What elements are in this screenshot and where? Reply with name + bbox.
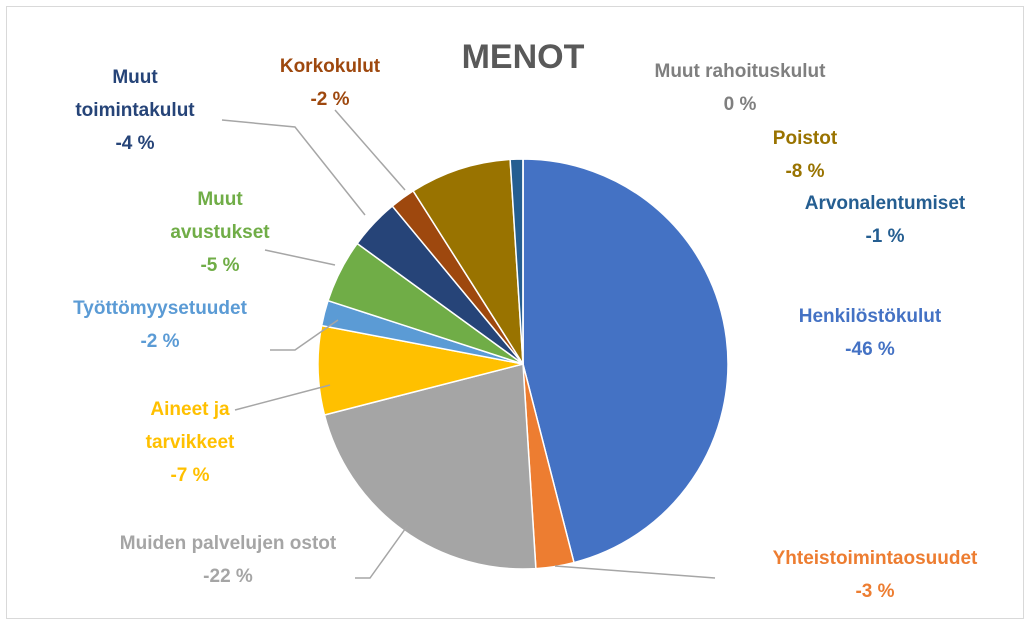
data-label: Muut rahoituskulut 0 % <box>600 55 880 121</box>
label-name: Muut rahoituskulut <box>654 61 826 82</box>
data-label: Muut avustukset -5 % <box>155 183 285 282</box>
label-name: Henkilöstökulut <box>798 306 942 327</box>
leader-line <box>554 565 716 579</box>
label-name: Poistot <box>772 128 838 149</box>
label-value: 0 % <box>723 94 757 115</box>
label-value: -3 % <box>855 581 895 602</box>
label-value: -22 % <box>203 566 253 587</box>
label-value: -1 % <box>865 226 905 247</box>
pie-slice <box>522 158 729 564</box>
leader-line <box>221 119 366 216</box>
chart-title: MENOT <box>461 38 585 76</box>
data-label: Muiden palvelujen ostot -22 % <box>68 527 388 593</box>
label-value: -5 % <box>200 255 240 276</box>
data-label: Korkokulut -2 % <box>230 50 430 116</box>
label-name: Korkokulut <box>279 56 381 77</box>
label-value: -2 % <box>310 89 350 110</box>
data-label: Arvonalentumiset -1 % <box>755 187 1015 253</box>
leader-line <box>334 109 406 191</box>
leader-line <box>270 319 339 351</box>
data-label: Työttömyysetuudet -2 % <box>30 292 290 358</box>
label-value: -8 % <box>785 161 825 182</box>
label-name: Muut avustukset <box>170 189 270 243</box>
data-label: Henkilöstökulut -46 % <box>740 300 1000 366</box>
label-value: -7 % <box>170 465 210 486</box>
label-value: -46 % <box>845 339 895 360</box>
leader-line <box>234 384 331 411</box>
pie-slice <box>323 363 537 570</box>
data-label: Muut toimintakulut -4 % <box>60 61 210 160</box>
data-label: Poistot -8 % <box>725 122 885 188</box>
data-label: Yhteistoimintaosuudet -3 % <box>725 542 1025 608</box>
label-value: -2 % <box>140 331 180 352</box>
pie-slice <box>412 158 524 365</box>
leader-line <box>355 524 409 579</box>
label-name: Työttömyysetuudet <box>73 298 247 319</box>
label-value: -4 % <box>115 133 155 154</box>
leader-line <box>264 249 336 266</box>
data-label: Aineet ja tarvikkeet -7 % <box>120 393 260 492</box>
label-name: Arvonalentumiset <box>804 193 966 214</box>
label-name: Yhteistoimintaosuudet <box>772 548 978 569</box>
label-name: Muiden palvelujen ostot <box>119 533 337 554</box>
chart-frame <box>6 6 1024 619</box>
label-name: Muut toimintakulut <box>75 67 195 121</box>
label-name: Aineet ja tarvikkeet <box>145 399 235 453</box>
